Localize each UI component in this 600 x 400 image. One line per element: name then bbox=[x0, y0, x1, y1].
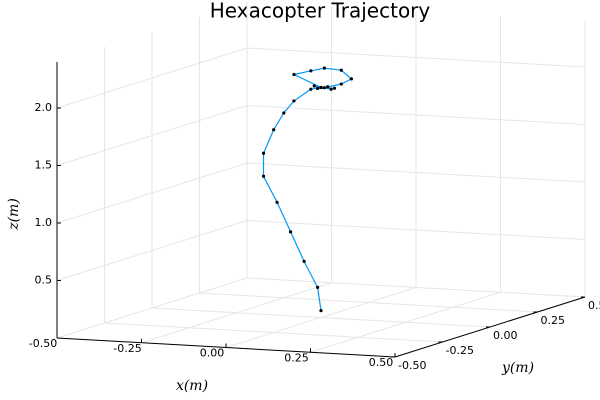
trajectory-point bbox=[302, 259, 306, 263]
trajectory-point bbox=[261, 151, 266, 155]
x-tick-label: -0.25 bbox=[113, 342, 141, 355]
trajectory-point bbox=[322, 86, 326, 90]
trajectory-point bbox=[292, 72, 296, 77]
grid-line bbox=[56, 162, 248, 224]
trajectory-point bbox=[339, 68, 343, 72]
grid-line bbox=[56, 47, 248, 109]
trajectory-point bbox=[261, 174, 266, 178]
grid-line bbox=[56, 220, 248, 281]
trajectory-point bbox=[329, 87, 333, 91]
trajectory-point bbox=[349, 77, 354, 81]
trajectory-point bbox=[292, 99, 296, 103]
trajectory-point bbox=[319, 85, 323, 90]
grid-line bbox=[56, 105, 248, 166]
trajectory-point bbox=[272, 128, 276, 132]
y-tick-label: -0.50 bbox=[398, 359, 426, 372]
x-tick-label: -0.50 bbox=[29, 337, 57, 350]
trajectory-line bbox=[262, 67, 353, 311]
y-axis-label: y(m) bbox=[501, 360, 534, 376]
trajectory-point bbox=[326, 85, 330, 89]
trajectory-point bbox=[319, 309, 323, 313]
x-tick-label: 0.25 bbox=[284, 351, 309, 364]
z-tick-label: 1.0 bbox=[35, 216, 53, 229]
grid-line bbox=[246, 105, 586, 125]
trajectory-point bbox=[332, 86, 337, 90]
x-tick-label: 0.00 bbox=[200, 347, 225, 360]
grid-line bbox=[246, 162, 586, 183]
trajectory-point bbox=[309, 69, 313, 73]
trajectory-point bbox=[288, 230, 293, 234]
x-axis-label: x(m) bbox=[176, 378, 208, 394]
y-tick-label: 0.50 bbox=[588, 299, 600, 312]
grid-line bbox=[199, 292, 538, 313]
trajectory-point bbox=[339, 82, 343, 86]
y-tick-label: 0.00 bbox=[493, 329, 518, 342]
trajectory-point bbox=[322, 66, 326, 70]
chart-title: Hexacopter Trajectory bbox=[210, 0, 431, 23]
y-tick-label: -0.25 bbox=[446, 344, 474, 357]
trajectory-point bbox=[282, 111, 286, 115]
grid-line bbox=[246, 277, 586, 298]
grid-line bbox=[246, 220, 586, 240]
z-tick-label: 0.5 bbox=[35, 274, 53, 287]
trajectory-point bbox=[316, 86, 320, 91]
z-axis-label: z(m) bbox=[6, 198, 22, 231]
grid-line bbox=[104, 322, 443, 343]
grid-line bbox=[151, 307, 491, 328]
trajectory-point bbox=[309, 87, 313, 91]
trajectory-point bbox=[312, 84, 316, 88]
grid-line bbox=[246, 47, 586, 68]
y-tick-label: 0.25 bbox=[541, 314, 566, 327]
trajectory-point bbox=[275, 200, 279, 204]
trajectory-point bbox=[316, 285, 320, 290]
z-tick-label: 1.5 bbox=[35, 159, 53, 172]
z-tick-label: 2.0 bbox=[35, 101, 53, 114]
x-tick-label: 0.50 bbox=[369, 356, 394, 369]
